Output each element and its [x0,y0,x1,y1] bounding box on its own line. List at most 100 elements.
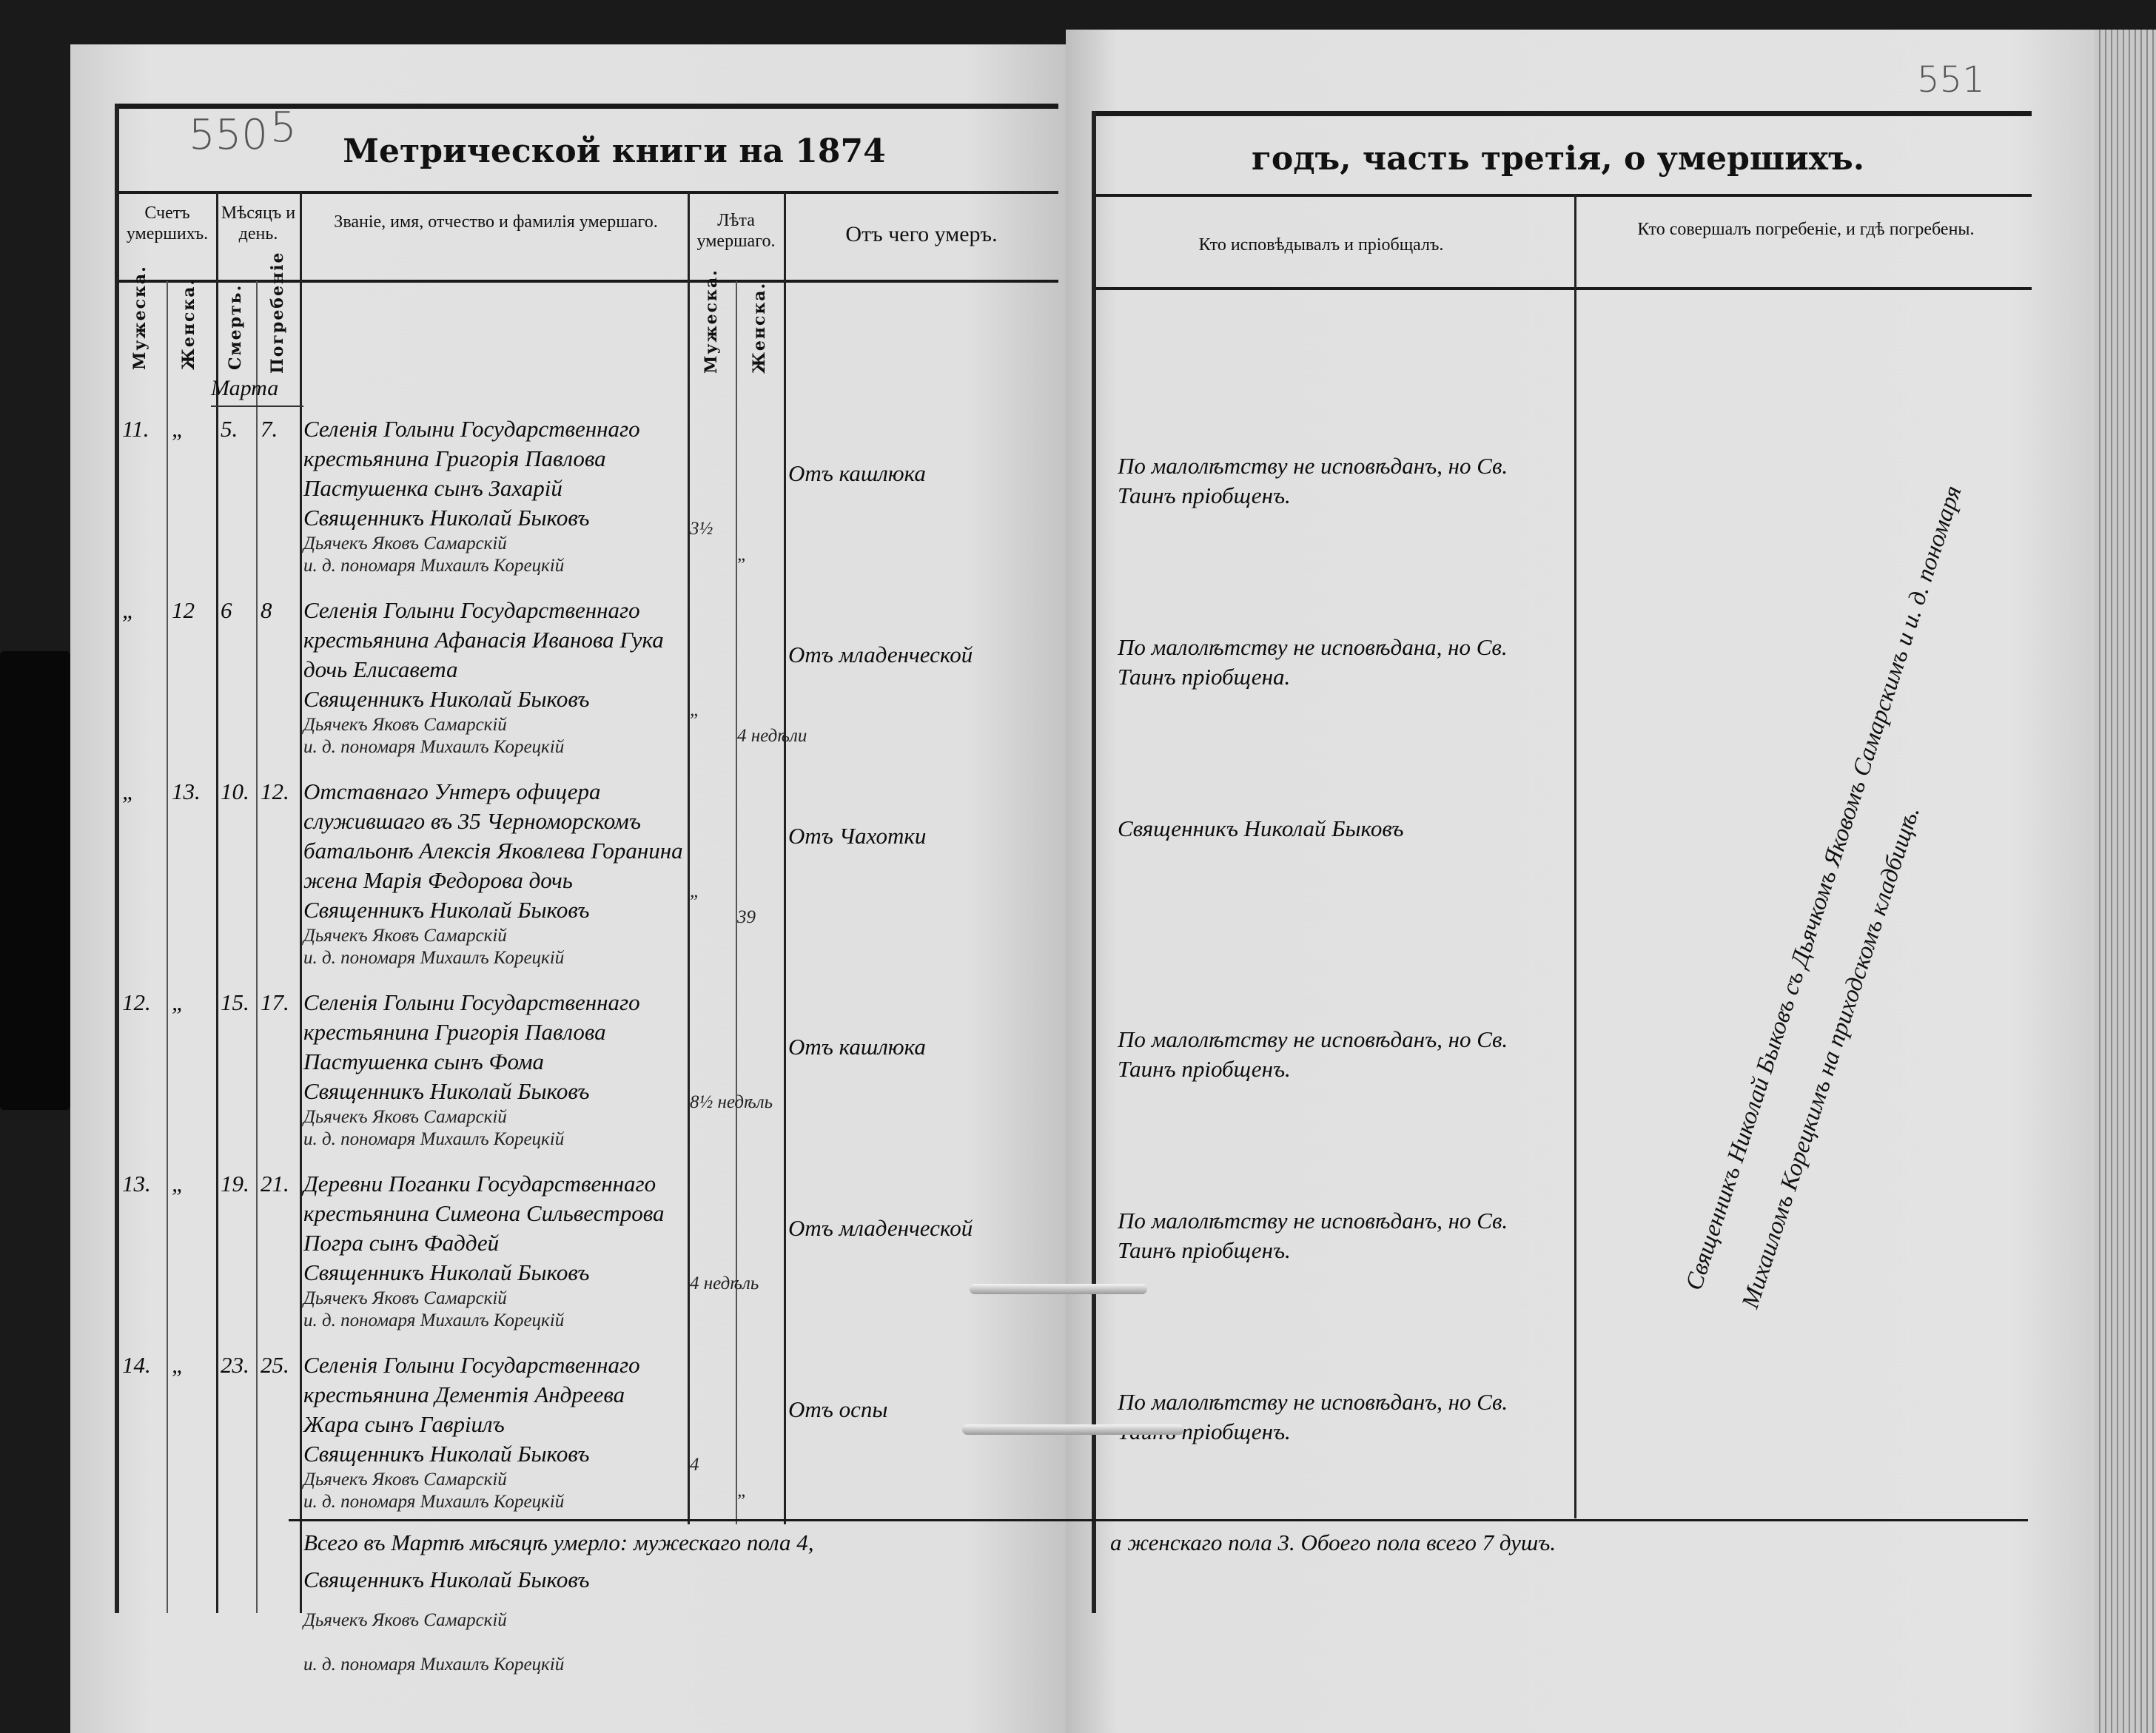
count-male: „ [122,597,135,623]
confession-note: По малолѣтству не исповѣдана, но Св. Таи… [1118,634,1508,690]
page-edges [2095,30,2156,1733]
entry-row: 11. „ 5. 7. 3½ „ Отъ кашлюка По малолѣтству не … [118,414,2032,577]
cause-of-death: Отъ кашлюка [788,460,926,486]
header-age: Лѣта умершаго. [696,211,776,251]
count-male: 14. [122,1352,151,1378]
deceased-name: Селенія Голыни Государственнаго крестьян… [303,989,640,1074]
subheader-divider-left [118,280,1058,283]
header-burial: Кто совершалъ погребеніе, и гдѣ погребен… [1637,220,1975,239]
col-line [1574,194,1576,1518]
name-column: Селенія Голыни Государственнаго крестьян… [303,414,685,577]
col-line [300,192,302,1613]
header-divider-right [1095,194,2032,197]
burial-day: 12. [261,778,289,804]
cause-of-death: Отъ младенческой [788,642,973,667]
entry-row: „ 13. 10. 12. „ 39 Отъ Чахотки Священникъ Никол… [118,777,2032,969]
signature-sexton: и. д. пономаря Михаилъ Корецкій [303,1492,565,1512]
signature-priest: Священникъ Николай Быковъ [303,1259,590,1285]
binding-thread [970,1284,1147,1294]
age-female: 4 недѣли [737,726,807,746]
subheader-divider-right [1095,287,2032,290]
signature-deacon: Дьячекъ Яковъ Самарскій [303,1107,507,1127]
page-number-left-extra: 5 [270,104,297,152]
header-count: Счетъ умершихъ. [126,203,209,243]
death-day: 10. [221,778,249,804]
total-left: Всего въ Мартѣ мѣсяцѣ умерло: мужескаго … [303,1530,814,1555]
header-cause: Отъ чего умеръ. [845,222,998,246]
confession-note: По малолѣтству не исповѣданъ, но Св. Таи… [1118,1026,1508,1082]
cause-of-death: Отъ кашлюка [788,1034,926,1060]
signature-deacon: Дьячекъ Яковъ Самарскій [303,1470,507,1490]
header-month-day: Мѣсяцъ и день. [221,203,296,243]
deceased-name: Деревни Поганки Государственнаго крестья… [303,1171,665,1256]
total-right: а женскаго пола 3. Обоего пола всего 7 д… [1110,1530,1556,1555]
count-female: „ [172,416,185,442]
left-page [70,44,1066,1733]
deceased-name: Селенія Голыни Государственнаго крестьян… [303,1352,640,1437]
entry-row: 12. „ 15. 17. 8½ недѣль Отъ кашлюка По малолѣт… [118,988,2032,1151]
subheader-female: Женска. [179,277,198,370]
book-cover-tab-left [0,651,70,1110]
count-male: 11. [122,416,150,442]
death-day: 5. [221,416,238,442]
frame-left [115,104,119,1613]
signature-sexton: и. д. пономаря Михаилъ Корецкій [303,1129,565,1149]
total-divider [289,1519,2028,1521]
page-number-left: 550 [189,111,268,159]
entry-row: 13. „ 19. 21. 4 недѣль Отъ младенческой По мал… [118,1169,2032,1332]
age-female: „ [737,545,748,565]
signature-sexton: и. д. пономаря Михаилъ Корецкій [303,737,565,757]
deceased-name: Селенія Голыни Государственнаго крестьян… [303,416,640,501]
count-male: 13. [122,1171,151,1197]
count-female: „ [172,1352,185,1378]
subheader-age-male: Мужеска. [702,269,721,374]
deceased-name: Отставнаго Унтеръ офицера служившаго въ … [303,778,683,893]
age-male: 4 недѣль [690,1273,759,1293]
subheader-male: Мужеска. [130,265,150,370]
col-line [688,192,690,1524]
signature-priest: Священникъ Николай Быковъ [303,1078,590,1104]
entry-row: „ 12 6 8 „ 4 недѣли Отъ младенческой По малолѣт… [118,596,2032,758]
header-divider-left [118,191,1058,194]
page-number-right: 551 [1917,59,1985,101]
col-line [736,281,737,1524]
signature-priest: Священникъ Николай Быковъ [303,686,590,712]
subheader-age-female: Женска. [750,281,769,374]
total-signature-deacon: Дьячекъ Яковъ Самарскій [303,1610,507,1630]
frame-left-right [1092,111,1096,1613]
name-column: Селенія Голыни Государственнаго крестьян… [303,988,685,1151]
burial-day: 8 [261,597,272,623]
cause-of-death: Отъ младенческой [788,1215,973,1241]
name-column: Деревни Поганки Государственнаго крестья… [303,1169,685,1332]
name-column: Селенія Голыни Государственнаго крестьян… [303,596,685,758]
confession-note: По малолѣтству не исповѣданъ, но Св. Таи… [1118,1208,1508,1263]
signature-sexton: и. д. пономаря Михаилъ Корецкій [303,556,565,576]
count-male: „ [122,778,135,804]
subheader-burial-day: Погребеніе [268,251,287,374]
total-signature-priest: Священникъ Николай Быковъ [303,1567,590,1592]
frame-top-left [115,104,1058,109]
count-female: „ [172,989,185,1015]
confession-note: Священникъ Николай Быковъ [1118,815,1404,841]
title-right: годъ, часть третія, о умершихъ. [1251,140,1865,178]
confession-note: По малолѣтству не исповѣданъ, но Св. Таи… [1118,453,1508,508]
age-female: „ [737,1481,748,1501]
col-line [216,192,218,1613]
count-male: 12. [122,989,151,1015]
signature-priest: Священникъ Николай Быковъ [303,505,590,531]
name-column: Отставнаго Унтеръ офицера служившаго въ … [303,777,685,969]
age-male: 3½ [690,519,713,539]
cause-of-death: Отъ оспы [788,1396,888,1422]
month-label: Марта [211,376,279,400]
burial-day: 21. [261,1171,289,1197]
total-signature-sexton: и. д. пономаря Михаилъ Корецкій [303,1655,565,1675]
signature-deacon: Дьячекъ Яковъ Самарскій [303,926,507,946]
signature-priest: Священникъ Николай Быковъ [303,1441,590,1467]
death-day: 19. [221,1171,249,1197]
age-male: „ [690,700,700,720]
col-line [784,192,786,1524]
deceased-name: Селенія Голыни Государственнаго крестьян… [303,597,664,682]
age-male: „ [690,881,700,901]
signature-priest: Священникъ Николай Быковъ [303,897,590,923]
entries-list: 11. „ 5. 7. 3½ „ Отъ кашлюка По малолѣтству не … [118,414,2032,1513]
